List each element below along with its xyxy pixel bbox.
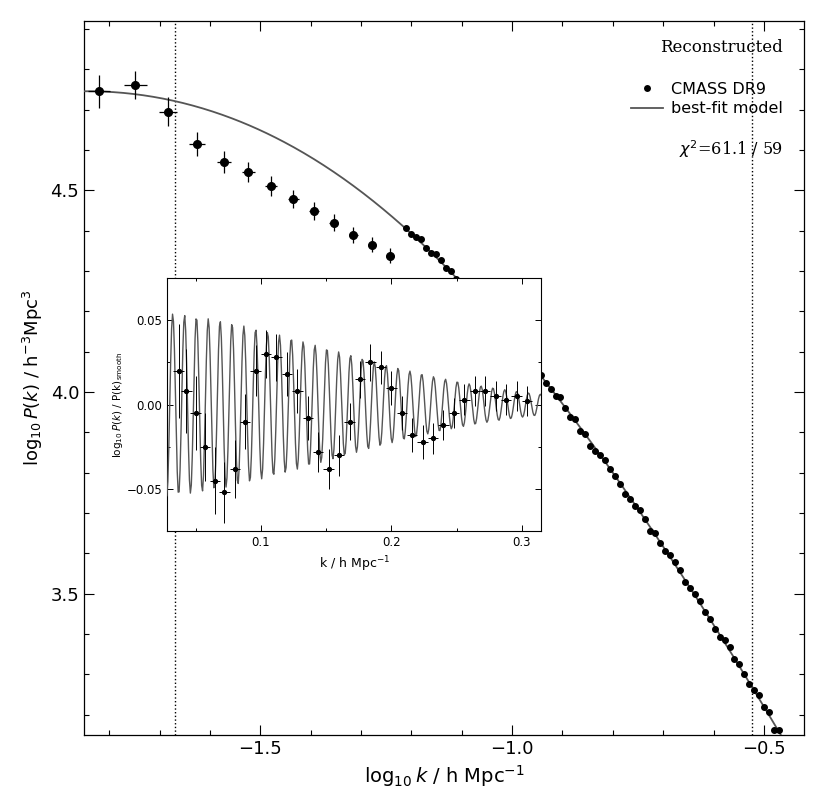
Y-axis label: $\log_{10} P(k)$ / h$^{-3}$Mpc$^3$: $\log_{10} P(k)$ / h$^{-3}$Mpc$^3$ xyxy=(21,289,45,466)
Text: $\chi^2$=61.1 / 59: $\chi^2$=61.1 / 59 xyxy=(679,139,783,160)
X-axis label: $\log_{10} k$ / h Mpc$^{-1}$: $\log_{10} k$ / h Mpc$^{-1}$ xyxy=(364,763,525,789)
Legend: CMASS DR9, best-fit model: CMASS DR9, best-fit model xyxy=(625,75,789,123)
Text: Reconstructed: Reconstructed xyxy=(660,39,783,56)
